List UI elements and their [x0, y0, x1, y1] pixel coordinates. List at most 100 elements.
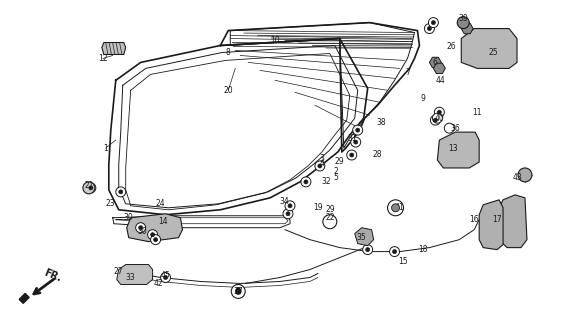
- Text: 36: 36: [450, 124, 460, 132]
- Circle shape: [83, 182, 95, 194]
- Text: 6: 6: [433, 58, 438, 67]
- Text: 38: 38: [377, 118, 386, 127]
- Polygon shape: [19, 293, 29, 303]
- Text: 33: 33: [126, 273, 135, 282]
- Circle shape: [288, 204, 292, 208]
- Polygon shape: [437, 132, 479, 168]
- Text: 25: 25: [488, 48, 498, 57]
- Text: 28: 28: [373, 149, 382, 158]
- Circle shape: [363, 244, 372, 255]
- Text: 44: 44: [436, 76, 445, 85]
- Circle shape: [285, 201, 295, 211]
- Polygon shape: [355, 228, 374, 246]
- Circle shape: [351, 137, 361, 147]
- Circle shape: [428, 18, 438, 28]
- Text: 21: 21: [84, 181, 94, 190]
- Text: 12: 12: [98, 54, 107, 63]
- Circle shape: [518, 168, 532, 182]
- Text: 22: 22: [325, 213, 335, 222]
- Circle shape: [435, 107, 444, 117]
- Circle shape: [353, 125, 363, 135]
- Circle shape: [356, 128, 360, 132]
- Text: 29: 29: [325, 205, 335, 214]
- Circle shape: [301, 177, 311, 187]
- Circle shape: [150, 233, 155, 237]
- Polygon shape: [461, 23, 473, 34]
- Text: 16: 16: [469, 215, 479, 224]
- Circle shape: [315, 161, 325, 171]
- Text: 37: 37: [234, 287, 243, 296]
- Text: 23: 23: [106, 199, 116, 208]
- Circle shape: [233, 284, 243, 294]
- Circle shape: [116, 187, 125, 197]
- Text: 2: 2: [333, 167, 338, 176]
- Text: 35: 35: [357, 233, 367, 242]
- Polygon shape: [117, 265, 153, 284]
- Circle shape: [437, 110, 442, 114]
- Text: 27: 27: [114, 267, 124, 276]
- Text: 24: 24: [156, 199, 166, 208]
- Text: 26: 26: [446, 42, 456, 51]
- Polygon shape: [433, 63, 445, 74]
- Text: 30: 30: [138, 227, 148, 236]
- Text: 41: 41: [394, 203, 404, 212]
- Circle shape: [393, 250, 397, 253]
- Circle shape: [424, 24, 435, 34]
- Circle shape: [323, 215, 337, 229]
- Circle shape: [286, 212, 290, 216]
- Text: 13: 13: [449, 144, 458, 153]
- Circle shape: [148, 230, 157, 240]
- Text: 40: 40: [435, 114, 444, 123]
- Circle shape: [89, 186, 93, 190]
- Circle shape: [431, 20, 435, 25]
- Circle shape: [160, 273, 170, 283]
- Text: 34: 34: [279, 197, 289, 206]
- Text: 1: 1: [103, 144, 108, 153]
- Circle shape: [392, 204, 400, 212]
- Polygon shape: [429, 57, 442, 68]
- Text: 45: 45: [161, 271, 170, 280]
- Text: 32: 32: [321, 177, 331, 187]
- Circle shape: [318, 164, 322, 168]
- Circle shape: [431, 115, 440, 125]
- Circle shape: [428, 27, 431, 31]
- Text: 20: 20: [224, 86, 233, 95]
- Polygon shape: [499, 195, 527, 248]
- Circle shape: [433, 118, 437, 122]
- Text: 8: 8: [226, 48, 231, 57]
- Circle shape: [136, 223, 146, 233]
- Circle shape: [235, 288, 241, 294]
- Text: 19: 19: [313, 203, 322, 212]
- Text: FR.: FR.: [43, 268, 63, 284]
- Polygon shape: [127, 214, 182, 242]
- Circle shape: [304, 180, 308, 184]
- Circle shape: [444, 123, 454, 133]
- Text: 39: 39: [458, 14, 468, 23]
- Text: 17: 17: [492, 215, 502, 224]
- Text: 10: 10: [270, 36, 280, 45]
- Text: 15: 15: [399, 257, 408, 266]
- Text: 3: 3: [320, 154, 324, 163]
- Polygon shape: [102, 43, 125, 54]
- Text: 29: 29: [335, 157, 345, 166]
- Text: 9: 9: [421, 94, 426, 103]
- Text: 18: 18: [419, 245, 428, 254]
- Text: 11: 11: [472, 108, 482, 117]
- Circle shape: [388, 200, 404, 216]
- Polygon shape: [479, 200, 503, 250]
- Circle shape: [457, 17, 469, 28]
- Circle shape: [164, 276, 167, 279]
- Circle shape: [119, 190, 123, 194]
- Circle shape: [347, 150, 357, 160]
- Circle shape: [86, 183, 96, 193]
- Circle shape: [283, 209, 293, 219]
- Circle shape: [150, 235, 160, 244]
- Circle shape: [231, 284, 245, 298]
- Circle shape: [350, 153, 354, 157]
- Circle shape: [139, 226, 143, 230]
- Text: 4: 4: [320, 159, 324, 169]
- Text: 7: 7: [405, 68, 410, 77]
- Text: 30: 30: [124, 213, 134, 222]
- Polygon shape: [461, 28, 517, 68]
- Text: 5: 5: [333, 173, 338, 182]
